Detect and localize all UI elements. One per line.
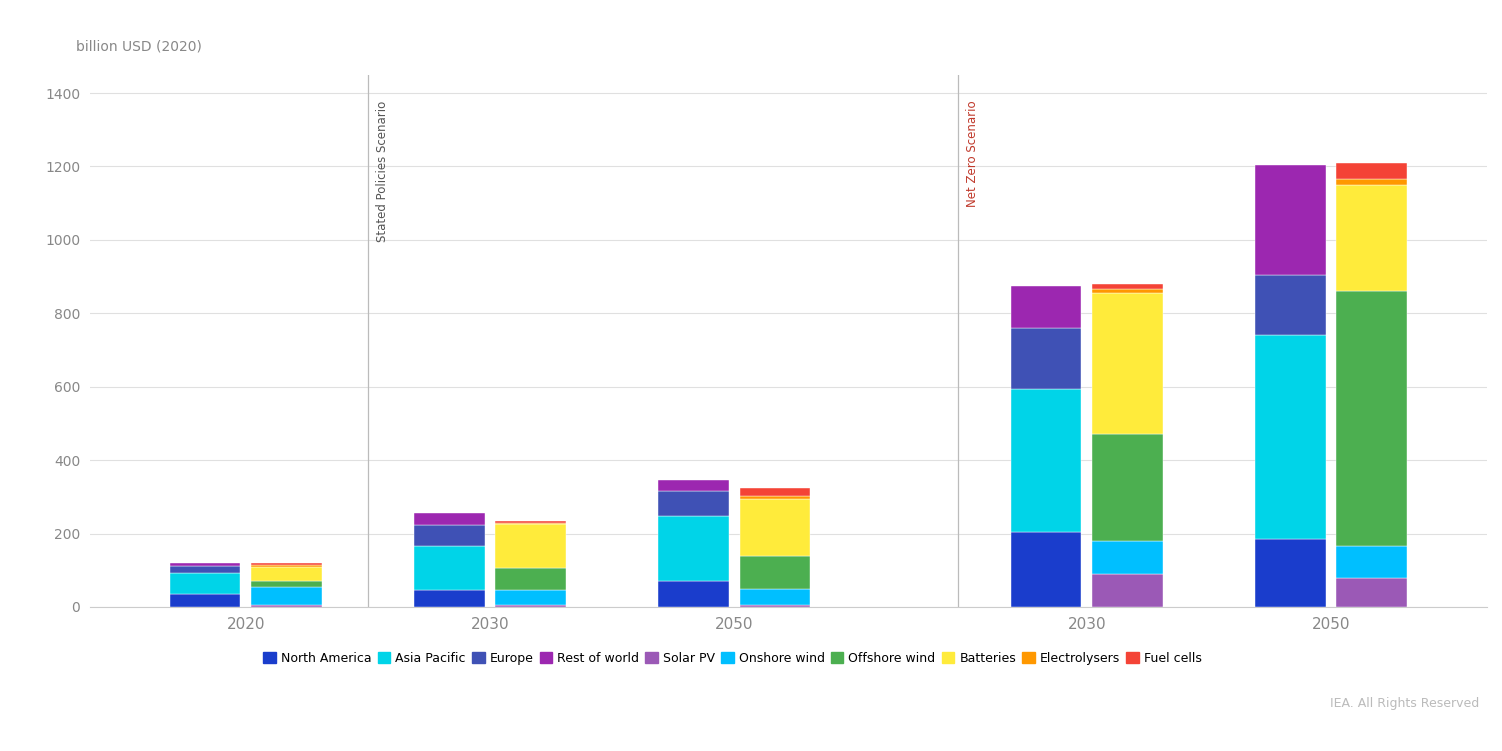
Bar	[1092, 293, 1163, 434]
Text: IEA. All Rights Reserved: IEA. All Rights Reserved	[1331, 697, 1479, 710]
Bar	[170, 573, 240, 594]
Bar	[1011, 532, 1081, 607]
Bar	[739, 589, 810, 605]
Bar	[251, 566, 321, 581]
Bar	[170, 594, 240, 607]
Bar	[415, 590, 485, 607]
Bar	[1092, 289, 1163, 293]
Bar	[658, 481, 728, 491]
Bar	[1011, 388, 1081, 532]
Bar	[1256, 164, 1326, 275]
Bar	[1092, 541, 1163, 574]
Bar	[739, 499, 810, 556]
Bar	[658, 517, 728, 581]
Bar	[251, 581, 321, 587]
Bar	[1011, 328, 1081, 388]
Bar	[1256, 335, 1326, 539]
Bar	[251, 565, 321, 566]
Bar	[496, 569, 566, 590]
Bar	[496, 524, 566, 569]
Bar	[496, 523, 566, 524]
Bar	[1092, 284, 1163, 289]
Bar	[1337, 179, 1407, 185]
Bar	[1337, 185, 1407, 291]
Bar	[658, 581, 728, 607]
Bar	[496, 590, 566, 605]
Bar	[1256, 275, 1326, 335]
Bar	[1337, 163, 1407, 179]
Bar	[739, 605, 810, 607]
Bar	[415, 525, 485, 547]
Bar	[1011, 286, 1081, 328]
Bar	[1092, 574, 1163, 607]
Legend: North America, Asia Pacific, Europe, Rest of world, Solar PV, Onshore wind, Offs: North America, Asia Pacific, Europe, Res…	[258, 647, 1206, 670]
Bar	[1337, 291, 1407, 547]
Text: Net Zero Scenario: Net Zero Scenario	[966, 101, 979, 207]
Bar	[496, 520, 566, 523]
Text: Stated Policies Scenario: Stated Policies Scenario	[376, 101, 389, 242]
Bar	[658, 491, 728, 517]
Bar	[170, 562, 240, 566]
Bar	[496, 605, 566, 607]
Bar	[170, 566, 240, 573]
Bar	[1092, 434, 1163, 541]
Bar	[251, 563, 321, 565]
Bar	[1337, 547, 1407, 578]
Bar	[739, 556, 810, 589]
Bar	[415, 547, 485, 590]
Bar	[251, 587, 321, 605]
Bar	[739, 496, 810, 499]
Bar	[251, 605, 321, 607]
Bar	[415, 514, 485, 525]
Bar	[1256, 539, 1326, 607]
Bar	[739, 487, 810, 496]
Text: billion USD (2020): billion USD (2020)	[77, 39, 201, 53]
Bar	[1337, 578, 1407, 607]
